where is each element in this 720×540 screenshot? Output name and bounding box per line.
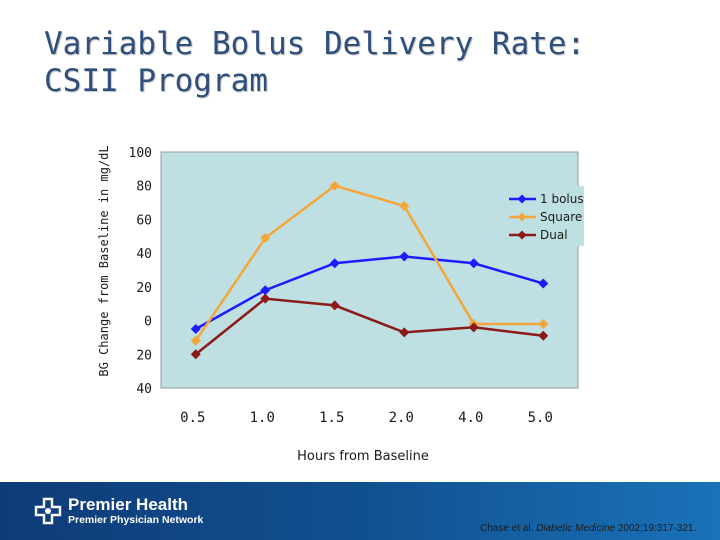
y-tick-label: 60 xyxy=(136,213,152,228)
citation-details: 2002;19:317-321. xyxy=(615,523,697,534)
legend: 1 bolus Square Dual xyxy=(504,186,584,246)
data-point-dual xyxy=(468,322,479,333)
data-point-1-bolus xyxy=(329,258,340,269)
citation-authors: Chase et al. xyxy=(480,523,537,534)
y-tick-label: 20 xyxy=(136,281,152,296)
logo-subtitle: Premier Physician Network xyxy=(68,514,204,526)
x-axis-label: Hours from Baseline xyxy=(297,449,429,464)
data-point-1-bolus xyxy=(399,251,410,262)
data-point-1-bolus xyxy=(260,285,271,296)
y-axis-label: BG Change from Baseline in mg/dL xyxy=(97,145,111,376)
series-line-1-bolus xyxy=(195,255,544,331)
citation: Chase et al. Diabetic Medicine 2002;19:3… xyxy=(480,523,696,534)
data-point-dual xyxy=(538,330,549,341)
x-tick-labels: 0.5 1.0 1.5 2.0 4.0 5.0 xyxy=(180,410,553,426)
data-point-dual xyxy=(260,293,271,304)
cross-logo-icon xyxy=(34,497,62,524)
y-tick-label: 40 xyxy=(136,382,152,397)
legend-marker-dual xyxy=(517,230,527,240)
x-tick-label: 0.5 xyxy=(180,410,205,426)
y-tick-label: 80 xyxy=(136,180,152,195)
x-tick-label: 1.5 xyxy=(319,410,344,426)
data-point-1-bolus xyxy=(538,278,549,289)
data-point-dual xyxy=(329,300,340,311)
legend-marker-1-bolus xyxy=(517,194,527,204)
data-point-square xyxy=(190,335,201,346)
data-point-1-bolus xyxy=(468,258,479,269)
x-tick-label: 1.0 xyxy=(250,410,275,426)
series-dual xyxy=(190,293,549,360)
data-point-1-bolus xyxy=(190,324,201,334)
y-tick-label: 100 xyxy=(129,146,152,161)
data-point-square xyxy=(538,318,549,329)
line-chart: BG Change from Baseline in mg/dL Hours f… xyxy=(97,145,584,464)
series-1-bolus xyxy=(190,251,549,334)
premier-health-logo: Premier Health Premier Physician Network xyxy=(34,495,203,526)
legend-marker-square xyxy=(517,212,527,222)
x-tick-label: 5.0 xyxy=(528,410,553,426)
legend-label-square: Square xyxy=(540,210,582,224)
data-point-dual xyxy=(399,327,410,338)
slide-title: Variable Bolus Delivery Rate: CSII Progr… xyxy=(44,26,585,100)
data-point-dual xyxy=(190,349,201,360)
data-point-square xyxy=(329,180,340,191)
data-point-square xyxy=(399,200,410,211)
y-tick-labels: 100 80 60 40 20 0 20 40 xyxy=(129,146,152,397)
series-group xyxy=(190,180,549,360)
citation-journal: Diabetic Medicine xyxy=(536,523,616,534)
y-tick-label: 20 xyxy=(136,348,152,363)
legend-label-dual: Dual xyxy=(540,228,568,242)
series-line-square xyxy=(194,184,544,342)
data-point-square xyxy=(260,232,271,243)
series-line-dual xyxy=(194,297,544,356)
legend-label-1-bolus: 1 bolus xyxy=(540,192,584,206)
footer-bar xyxy=(0,482,720,540)
y-tick-label: 40 xyxy=(136,247,152,262)
x-tick-label: 4.0 xyxy=(458,410,483,426)
slide-title-line-1: Variable Bolus Delivery Rate: xyxy=(44,26,586,62)
slide-title-line-2: CSII Program xyxy=(44,63,268,99)
x-tick-label: 2.0 xyxy=(389,410,414,426)
y-tick-label: 0 xyxy=(144,315,152,330)
logo-name: Premier Health xyxy=(68,495,188,514)
